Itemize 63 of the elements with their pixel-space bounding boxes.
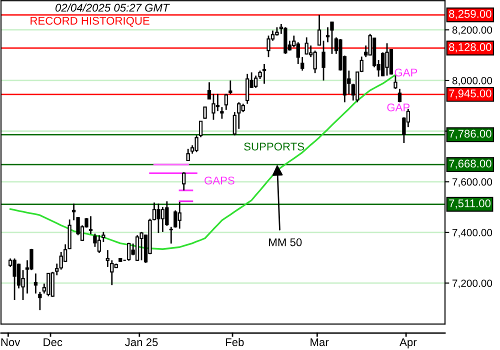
y-tick-label: 8,000.00 xyxy=(452,76,492,86)
candlestick xyxy=(140,231,144,261)
x-tick-label: Jan 25 xyxy=(125,338,158,346)
x-tick-label: Apr xyxy=(400,338,417,348)
candlestick xyxy=(380,52,385,77)
candlestick xyxy=(266,34,270,58)
ref-line-label: 8,259.00 xyxy=(449,10,492,20)
y-tick-label: 7,600.00 xyxy=(452,178,492,187)
ref-line-label: 7,668.00 xyxy=(449,160,492,169)
ref-line-label: 7,945.00 xyxy=(449,90,492,99)
candlestick xyxy=(317,14,322,46)
candlestick xyxy=(12,258,16,301)
candlestick xyxy=(224,93,228,111)
x-tick-label: Feb xyxy=(226,338,244,346)
candlestick xyxy=(212,93,216,120)
candlestick xyxy=(385,42,389,76)
candlestick xyxy=(322,40,326,82)
candlestick xyxy=(46,272,50,297)
candlestick xyxy=(203,106,207,120)
candlestick xyxy=(198,120,203,138)
candlestick xyxy=(38,291,42,311)
candlestick xyxy=(398,88,402,103)
candlestick xyxy=(220,106,224,120)
candlestick xyxy=(16,262,21,290)
candlestick xyxy=(182,171,186,192)
annotation: GAP xyxy=(387,104,410,112)
candlestick xyxy=(186,148,190,162)
ref-line-label: 8,128.00 xyxy=(449,43,492,52)
candlestick xyxy=(34,272,38,294)
candlestick xyxy=(68,218,72,250)
annotation: MM 50 xyxy=(269,238,302,246)
candlestick xyxy=(246,73,250,104)
candlestick xyxy=(216,93,220,112)
candlestick xyxy=(394,74,398,90)
candlestick xyxy=(178,201,182,230)
annotation: GAP xyxy=(394,68,418,76)
candlestick xyxy=(156,202,160,234)
candlestick xyxy=(59,251,63,270)
chart-title: 02/04/2025 05:27 GMT xyxy=(55,4,170,12)
ref-line-label: 7,786.00 xyxy=(449,130,492,139)
candlestick xyxy=(88,216,93,235)
candlestick xyxy=(313,50,317,74)
y-tick-label: 7,400.00 xyxy=(452,228,492,238)
candlestick xyxy=(160,206,165,233)
y-tick-label: 8,200.00 xyxy=(452,26,492,35)
annotation: RECORD HISTORIQUE xyxy=(30,16,150,27)
candlestick xyxy=(262,63,266,84)
candlestick xyxy=(127,242,131,262)
x-tick-label: Mar xyxy=(310,338,329,346)
candlestick xyxy=(207,82,212,100)
candlestick xyxy=(254,74,258,89)
candlestick xyxy=(304,36,308,56)
candlestick xyxy=(135,234,140,262)
annotation: SUPPORTS xyxy=(244,142,304,151)
annotation: GAPS xyxy=(204,176,234,184)
x-tick-label: Nov xyxy=(1,338,20,346)
y-tick-label: 7,200.00 xyxy=(452,280,492,288)
candlestick xyxy=(228,80,232,95)
ref-line-label: 7,511.00 xyxy=(449,199,491,209)
candlestick xyxy=(194,134,198,153)
candlestick xyxy=(330,21,334,55)
x-tick-label: Dec xyxy=(44,338,62,346)
candlestick xyxy=(97,234,102,254)
